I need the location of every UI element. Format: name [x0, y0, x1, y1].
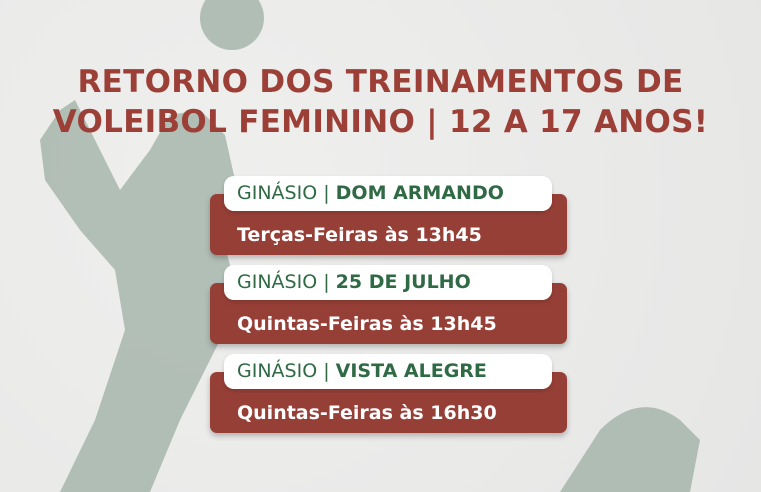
session-card: GINÁSIO | DOM ARMANDO Terças-Feiras às 1… [210, 176, 567, 255]
player-silhouette-right [560, 407, 700, 492]
headline-line-1: RETORNO DOS TREINAMENTOS DE [77, 64, 684, 100]
player-silhouette [40, 100, 240, 492]
venue-prefix: GINÁSIO [237, 182, 318, 204]
venue-label: GINÁSIO | VISTA ALEGRE [224, 354, 552, 389]
venue-label: GINÁSIO | DOM ARMANDO [224, 176, 552, 211]
separator: | [323, 182, 330, 204]
separator: | [323, 271, 330, 293]
separator: | [323, 360, 330, 382]
venue-prefix: GINÁSIO [237, 271, 318, 293]
schedule-text: Quintas-Feiras às 13h45 [237, 313, 497, 335]
session-card: GINÁSIO | 25 DE JULHO Quintas-Feiras às … [210, 265, 567, 344]
venue-name: 25 DE JULHO [335, 271, 471, 293]
venue-label: GINÁSIO | 25 DE JULHO [224, 265, 552, 300]
venue-name: DOM ARMANDO [335, 182, 504, 204]
volleyball-icon [200, 0, 264, 50]
schedule-text: Terças-Feiras às 13h45 [237, 224, 482, 246]
session-card: GINÁSIO | VISTA ALEGRE Quintas-Feiras às… [210, 354, 567, 433]
schedule-text: Quintas-Feiras às 16h30 [237, 402, 497, 424]
venue-name: VISTA ALEGRE [335, 360, 487, 382]
headline-line-2: VOLEIBOL FEMININO | 12 A 17 ANOS! [52, 104, 709, 140]
venue-prefix: GINÁSIO [237, 360, 318, 382]
